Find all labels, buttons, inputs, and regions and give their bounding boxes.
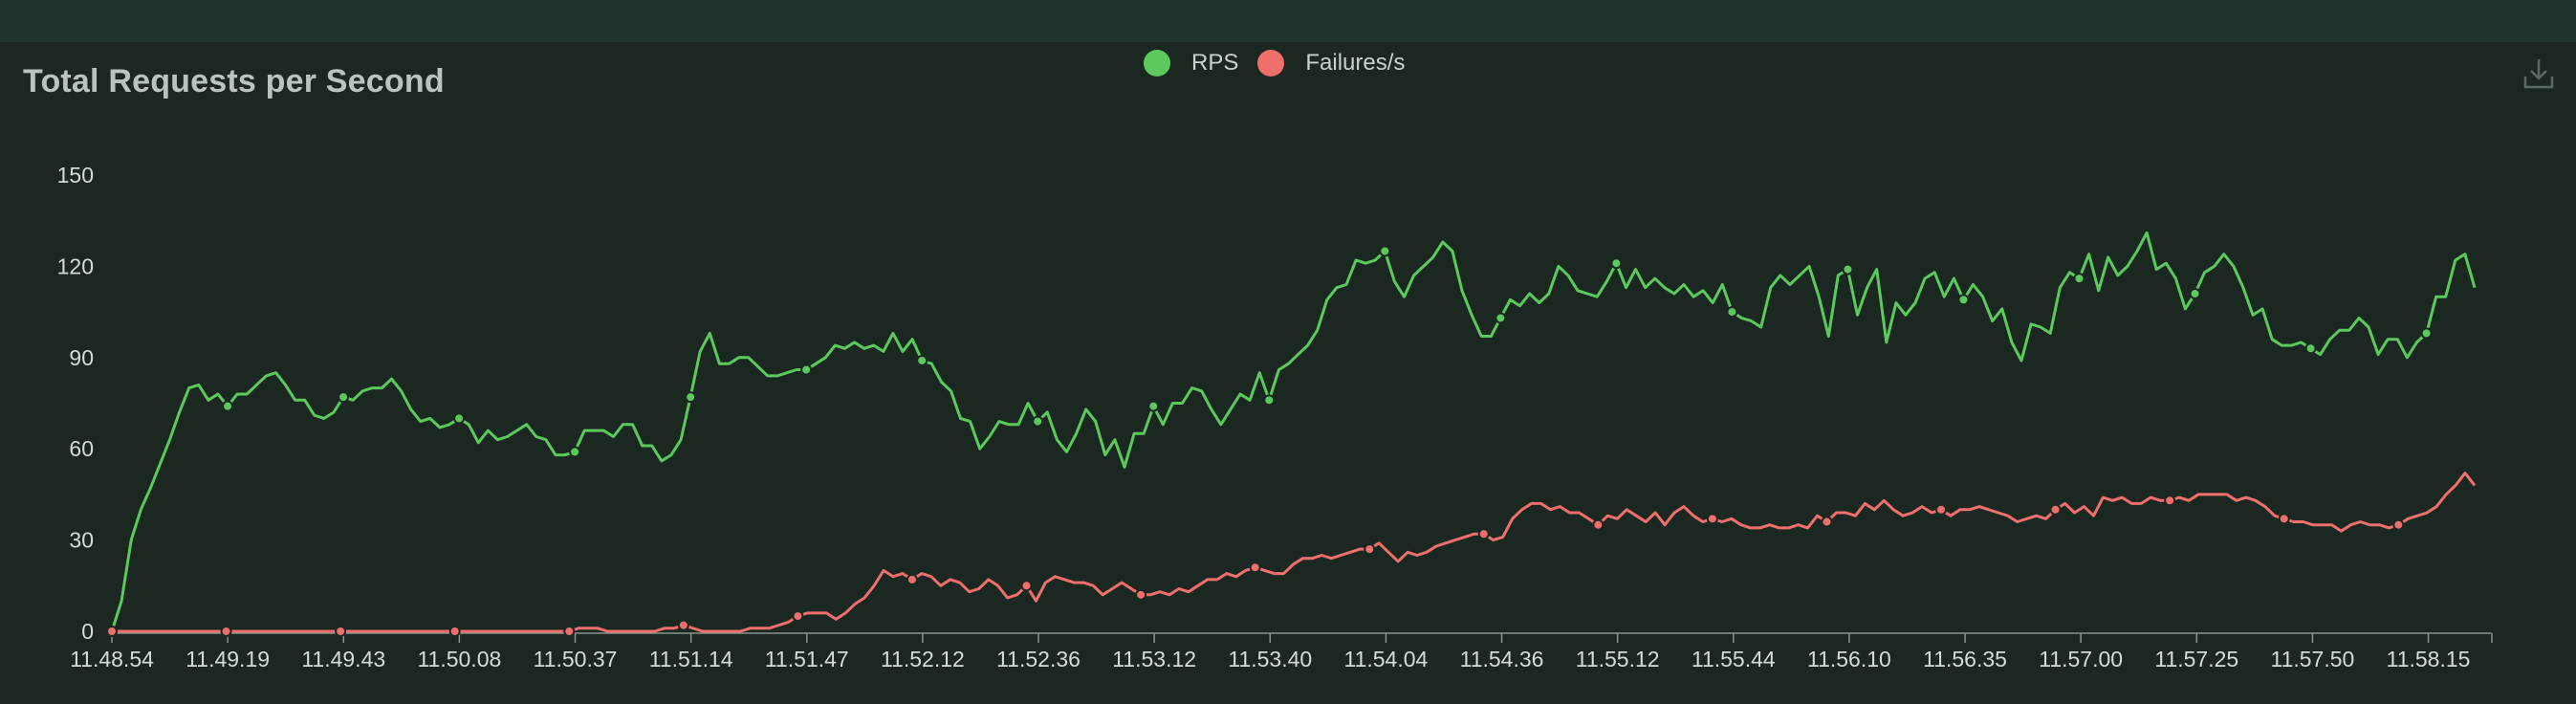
- x-tick-label: 11.55.44: [1692, 647, 1776, 671]
- y-tick-label: 60: [69, 436, 94, 461]
- x-tick-label: 11.57.00: [2039, 647, 2123, 671]
- x-tick-label: 11.51.47: [765, 647, 849, 671]
- x-tick-label: 11.49.43: [301, 647, 385, 671]
- y-tick-label: 30: [69, 528, 94, 553]
- x-tick-label: 11.52.36: [996, 647, 1081, 671]
- data-point-rps: [1610, 257, 1623, 270]
- x-tick-label: 11.53.12: [1112, 647, 1196, 671]
- data-point-failures: [220, 626, 232, 637]
- data-point-failures: [1935, 503, 1948, 516]
- data-point-rps: [2073, 273, 2085, 285]
- series-line-rps: [110, 231, 2477, 632]
- legend-label-failures: Failures/s: [1305, 50, 1406, 76]
- data-point-rps: [1032, 415, 1044, 428]
- data-point-rps: [1495, 312, 1507, 324]
- data-point-rps: [222, 400, 234, 412]
- x-tick-label: 11.52.12: [881, 647, 965, 671]
- x-tick-label: 11.53.40: [1228, 647, 1312, 671]
- x-tick-label: 11.57.25: [2154, 647, 2238, 671]
- data-point-failures: [563, 626, 576, 637]
- data-point-failures: [1477, 528, 1490, 540]
- data-point-rps: [1726, 306, 1738, 319]
- download-icon-glyph: [2523, 59, 2554, 89]
- legend-swatch-failures: [1257, 50, 1285, 77]
- data-point-failures: [1706, 513, 1718, 525]
- data-point-failures: [2049, 503, 2062, 516]
- x-tick-label: 11.55.12: [1576, 647, 1660, 671]
- x-tick-label: 11.50.08: [417, 647, 501, 671]
- data-point-failures: [106, 626, 118, 637]
- data-point-rps: [2304, 342, 2317, 355]
- y-tick-label: 90: [69, 345, 94, 370]
- data-point-failures: [1821, 516, 1833, 528]
- download-icon[interactable]: [2522, 55, 2555, 92]
- data-point-rps: [1263, 394, 1276, 407]
- chart-panel: [0, 42, 2576, 704]
- x-tick-label: 11.54.36: [1460, 647, 1544, 671]
- data-point-failures: [1135, 588, 1147, 601]
- data-point-rps: [800, 363, 813, 376]
- y-tick-label: 150: [57, 163, 94, 187]
- x-tick-label: 11.56.10: [1807, 647, 1891, 671]
- data-point-failures: [2164, 495, 2176, 507]
- data-point-rps: [569, 446, 581, 458]
- series-line-failures: [112, 472, 2477, 633]
- x-tick-label: 11.58.15: [2387, 647, 2471, 671]
- y-tick-label: 0: [81, 619, 94, 644]
- data-point-rps: [916, 354, 928, 366]
- y-tick-label: 120: [57, 253, 94, 278]
- data-point-failures: [2278, 513, 2290, 525]
- data-point-failures: [792, 610, 804, 623]
- data-point-failures: [906, 573, 918, 585]
- legend-item-rps[interactable]: RPS: [1144, 50, 1238, 77]
- data-point-failures: [1020, 580, 1033, 592]
- data-point-rps: [1379, 245, 1391, 257]
- legend-item-failures[interactable]: Failures/s: [1257, 50, 1405, 77]
- x-tick-label: 11.50.37: [534, 647, 618, 671]
- data-point-failures: [1592, 518, 1605, 531]
- data-point-rps: [1147, 400, 1160, 412]
- x-tick-label: 11.57.50: [2271, 647, 2355, 671]
- data-point-rps: [338, 391, 350, 404]
- legend-swatch-rps: [1144, 50, 1170, 77]
- data-point-rps: [2189, 288, 2201, 300]
- data-point-rps: [685, 391, 697, 404]
- data-point-failures: [1249, 561, 1261, 574]
- data-point-failures: [2392, 518, 2405, 531]
- x-tick-label: 11.54.04: [1343, 647, 1428, 671]
- x-tick-label: 11.48.54: [70, 647, 154, 671]
- data-point-failures: [335, 626, 347, 637]
- x-tick-label: 11.51.14: [649, 647, 733, 671]
- data-point-rps: [453, 412, 466, 425]
- data-point-failures: [677, 619, 689, 631]
- x-tick-label: 11.49.19: [186, 647, 270, 671]
- x-tick-label: 11.56.35: [1923, 647, 2007, 671]
- chart-title: Total Requests per Second: [23, 63, 445, 99]
- data-point-rps: [2420, 327, 2433, 340]
- legend-label-rps: RPS: [1191, 50, 1239, 76]
- data-point-failures: [1364, 543, 1376, 556]
- data-point-failures: [448, 626, 461, 637]
- top-bar: [0, 0, 2576, 42]
- data-point-rps: [1842, 263, 1854, 275]
- chart-legend: RPS Failures/s: [1144, 50, 1424, 77]
- data-point-rps: [1957, 294, 1970, 306]
